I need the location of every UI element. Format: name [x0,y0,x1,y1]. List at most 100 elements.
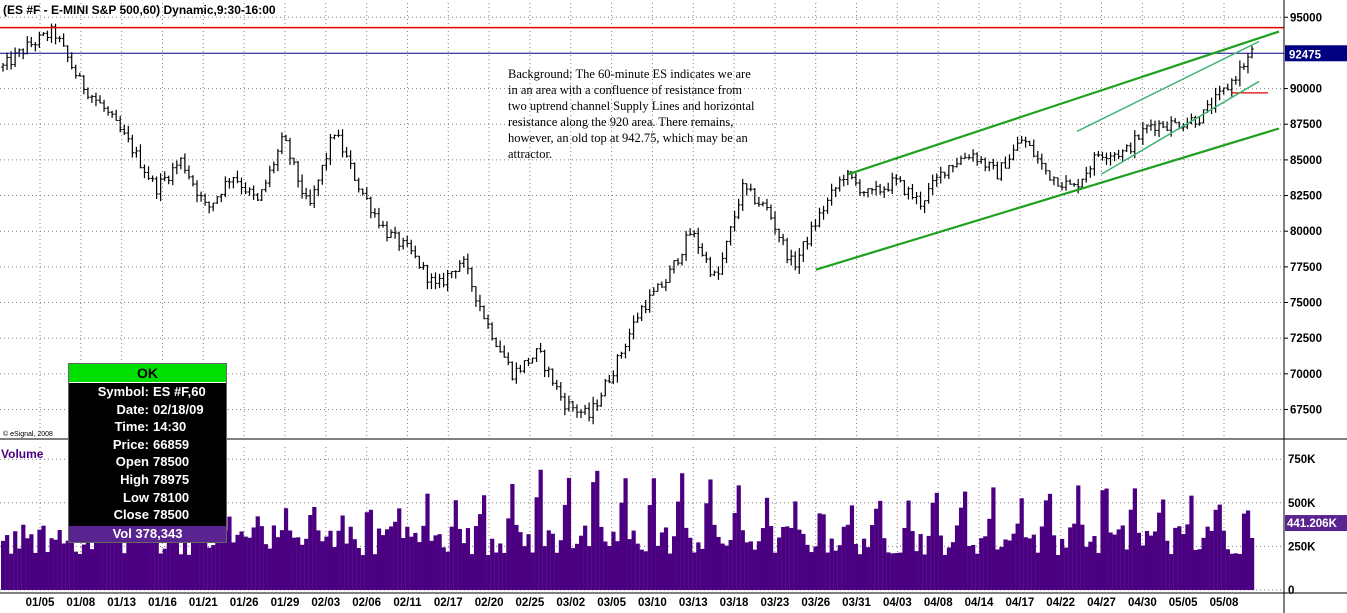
x-tick-label: 03/13 [679,597,708,609]
volume-bar [684,527,689,590]
cursor-info-box[interactable]: OK Symbol: ES #F,60 Date: 02/18/09 Time: 14… [68,363,227,543]
volume-bar [562,504,568,590]
price-bar [845,170,850,186]
volume-bar [134,541,139,590]
price-bar [1060,182,1064,191]
volume-bar [1100,490,1105,590]
price-bar [195,180,199,203]
volume-bar [623,478,628,590]
price-bar [692,230,696,238]
volume-bar [631,530,636,590]
volume-bar [1229,553,1234,590]
y-tick-label: 67500 [1290,404,1322,416]
price-bar [94,92,98,107]
volume-bar [150,541,155,590]
price-bar [833,186,838,198]
volume-bar [506,518,511,590]
y-tick-label: 72500 [1290,333,1322,345]
x-tick-label: 04/17 [1005,597,1034,609]
price-bar [656,283,660,292]
volume-bar [651,478,656,590]
volume-bar [5,535,10,590]
y-tick-label: 95000 [1290,12,1322,24]
volume-bar [1250,537,1255,590]
x-tick-label: 03/05 [597,597,626,609]
volume-bar [1193,550,1198,590]
volume-bar [9,553,14,590]
price-bar [854,173,858,186]
price-bar [583,404,587,415]
y-tick-label: 87500 [1290,119,1322,131]
price-bar [114,109,118,121]
trend-line [815,127,1280,271]
x-tick-label: 04/30 [1128,597,1157,609]
volume-bar [166,534,171,590]
price-bar [914,191,919,205]
price-bar [490,322,494,341]
x-tick-label: 02/03 [311,597,340,609]
price-bar [1072,182,1076,187]
price-bar [126,125,131,143]
price-bar [9,51,13,70]
annotation-text: Background: The 60-minute ES indicates w… [508,67,755,161]
price-bar [154,176,159,200]
volume-bar [845,524,850,590]
price-bar [227,178,232,189]
volume-bar [267,548,272,590]
volume-bar [724,545,729,590]
volume-bar [1035,552,1040,590]
volume-bar [958,507,964,590]
volume-bar [655,545,661,590]
volume-bar [979,538,984,590]
price-bar [332,134,337,140]
annotation-line: Background: The 60-minute ES indicates w… [508,67,751,81]
last-price-tag [1285,45,1347,62]
volume-bar [449,526,454,590]
volume-bar [728,540,733,590]
price-bar [405,235,410,247]
info-value: 78500 [153,454,190,470]
price-bar [987,161,992,172]
info-row: Time: 14:30 [69,418,226,436]
volume-bar [372,554,378,590]
volume-bar [279,530,285,590]
y-tick-label: 0 [1288,585,1294,597]
volume-bar [752,549,758,590]
x-tick-label: 05/05 [1169,597,1198,609]
volume-bar [81,544,87,590]
volume-bar [102,533,107,590]
price-bar [239,177,244,195]
info-key: Symbol: [97,384,149,399]
price-bar [918,191,923,210]
volume-bar [1051,535,1057,590]
info-value: 78500 [153,507,190,523]
price-bar [348,150,353,169]
price-bar [862,191,866,197]
x-tick-label: 03/31 [842,597,871,609]
volume-bar [304,538,309,590]
volume-bar [1072,523,1077,590]
price-bar [292,157,296,166]
price-bar [898,176,903,183]
price-bar [575,404,579,418]
price-bar [829,183,834,206]
price-bar [1076,178,1080,194]
price-bar [526,357,531,367]
volume-bar [963,491,968,590]
price-bar [595,399,599,411]
x-tick-label: 01/26 [230,597,259,609]
price-bar [251,185,256,200]
price-bar [1112,152,1117,162]
price-bar [740,178,745,212]
volume-bar [1241,513,1247,590]
volume-bar [995,549,1000,590]
x-tick-label: 04/08 [924,597,953,609]
volume-bar [789,527,794,590]
volume-bar [231,542,236,590]
price-bar [1080,178,1085,188]
price-bar [328,134,333,166]
volume-bar [627,539,632,590]
volume-bar [401,538,406,590]
volume-bar [437,534,442,590]
x-tick-label: 01/08 [66,597,95,609]
